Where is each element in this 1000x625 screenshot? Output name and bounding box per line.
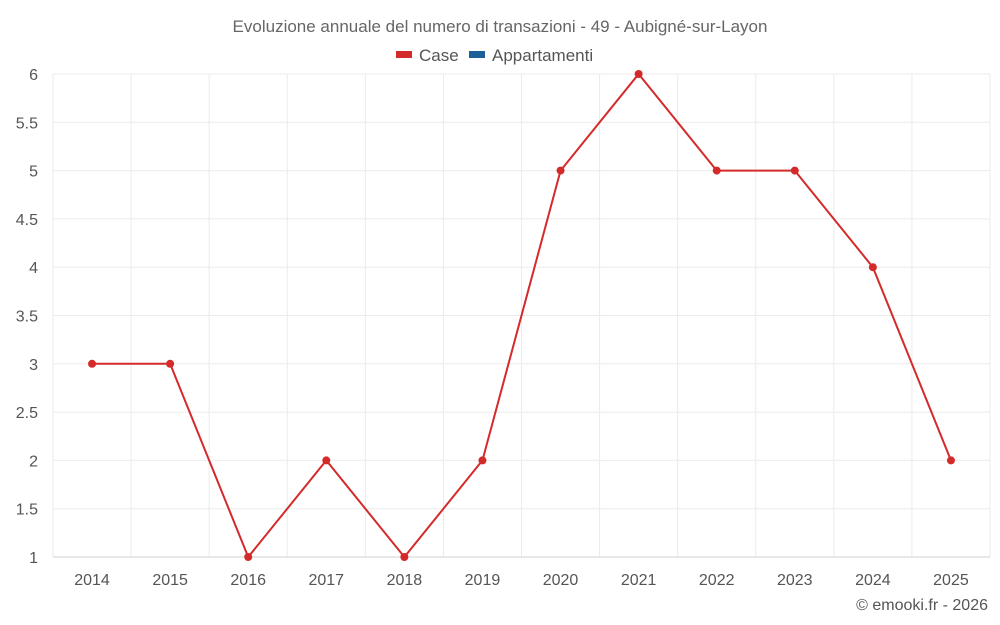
data-point-2020[interactable] (556, 166, 565, 175)
x-tick-label: 2014 (74, 572, 110, 589)
x-tick-label: 2016 (230, 572, 266, 589)
legend-label-case: Case (419, 46, 459, 65)
y-tick-label: 4.5 (16, 212, 38, 229)
y-tick-label: 2.5 (16, 405, 38, 422)
x-tick-label: 2017 (308, 572, 344, 589)
y-tick-label: 4 (29, 260, 38, 277)
legend-item-appartamenti[interactable]: Appartamenti (469, 46, 593, 65)
grid (52, 73, 991, 558)
x-tick-label: 2021 (621, 572, 657, 589)
x-tick-label: 2022 (699, 572, 735, 589)
credit-text: © emooki.fr - 2026 (856, 597, 988, 614)
data-point-2019[interactable] (478, 456, 487, 465)
y-tick-label: 1 (29, 550, 38, 567)
legend: Case Appartamenti (396, 46, 593, 65)
x-tick-label: 2020 (543, 572, 579, 589)
y-tick-label: 2 (29, 453, 38, 470)
x-tick-label: 2018 (387, 572, 423, 589)
x-axis-ticks: 2014 2015 2016 2017 2018 2019 2020 2021 2022 2023… (74, 572, 969, 589)
legend-label-appartamenti: Appartamenti (492, 46, 593, 65)
data-point-2016[interactable] (244, 553, 253, 561)
data-point-2025[interactable] (946, 456, 955, 465)
y-tick-label: 3 (29, 357, 38, 374)
data-point-2024[interactable] (868, 263, 877, 272)
legend-item-case[interactable]: Case (396, 46, 459, 65)
data-point-2018[interactable] (400, 553, 409, 561)
data-point-2023[interactable] (790, 166, 799, 175)
x-tick-label: 2023 (777, 572, 813, 589)
y-tick-label: 5 (29, 164, 38, 181)
data-point-2022[interactable] (712, 166, 721, 175)
x-tick-label: 2015 (152, 572, 188, 589)
y-tick-label: 5.5 (16, 115, 38, 132)
x-tick-label: 2019 (465, 572, 501, 589)
data-point-2014[interactable] (88, 359, 97, 368)
series-line-case (92, 73, 952, 558)
series-case (88, 70, 955, 561)
y-tick-label: 3.5 (16, 309, 38, 326)
legend-swatch-appartamenti (469, 51, 485, 58)
x-tick-label: 2025 (933, 572, 969, 589)
y-tick-label: 6 (29, 67, 38, 84)
data-point-2021[interactable] (634, 70, 643, 78)
data-point-2015[interactable] (166, 359, 175, 368)
data-point-2017[interactable] (322, 456, 331, 465)
chart-title: Evoluzione annuale del numero di transaz… (233, 17, 768, 36)
x-tick-label: 2024 (855, 572, 891, 589)
y-tick-label: 1.5 (16, 502, 38, 519)
legend-swatch-case (396, 51, 412, 58)
y-axis-ticks: 1 1.5 2 2.5 3 3.5 4 4.5 5 5.5 6 (16, 67, 38, 567)
